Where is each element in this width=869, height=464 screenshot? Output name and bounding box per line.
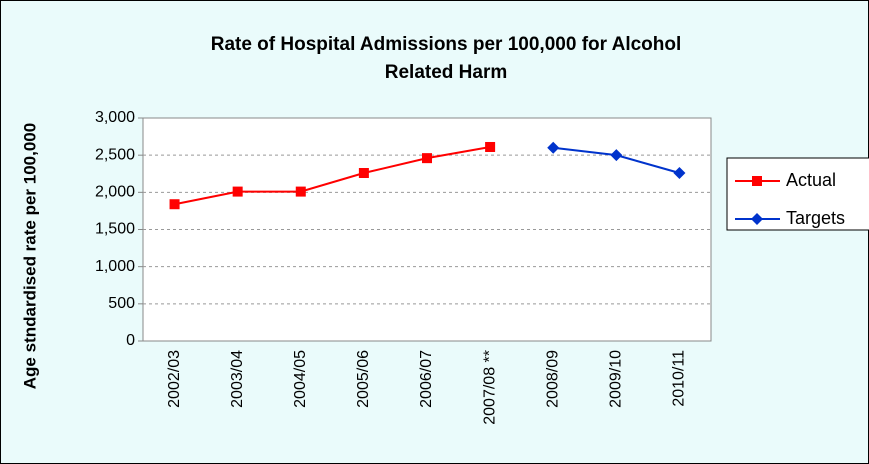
x-tick-label: 2006/07 (418, 350, 435, 408)
y-axis-label: Age stndardised rate per 100,000 (20, 123, 39, 389)
x-tick-label: 2002/03 (166, 350, 183, 408)
x-tick-label: 2005/06 (355, 350, 372, 408)
x-tick-label: 2007/08 ** (481, 350, 498, 425)
data-point (610, 149, 623, 162)
y-tick-label: 2,000 (95, 184, 135, 201)
series-line (174, 146, 491, 206)
data-point (485, 141, 496, 152)
legend-label: Targets (786, 208, 845, 228)
x-tick-label: 2008/09 (544, 350, 561, 408)
chart-title-line: Related Harm (385, 62, 508, 83)
data-point (169, 199, 180, 210)
data-point (422, 153, 432, 164)
x-tick-label: 2009/10 (608, 350, 625, 408)
data-point (232, 186, 243, 197)
y-tick-label: 1,000 (95, 258, 135, 275)
x-tick-label: 2010/11 (671, 350, 688, 407)
data-point (358, 168, 369, 179)
y-tick-label: 2,500 (95, 146, 135, 163)
x-tick-label: 2004/05 (292, 350, 309, 408)
y-tick-label: 500 (108, 295, 135, 312)
x-tick-label: 2003/04 (229, 350, 246, 408)
y-tick-label: 0 (126, 332, 135, 349)
y-tick-label: 1,500 (95, 221, 135, 238)
data-point (673, 167, 686, 180)
legend-marker (752, 176, 762, 186)
data-point (295, 186, 306, 197)
data-point (547, 141, 560, 154)
legend-marker (751, 213, 763, 225)
y-tick-label: 3,000 (95, 109, 135, 126)
chart-title-line: Rate of Hospital Admissions per 100,000 … (211, 34, 682, 55)
legend-label: Actual (786, 170, 836, 190)
